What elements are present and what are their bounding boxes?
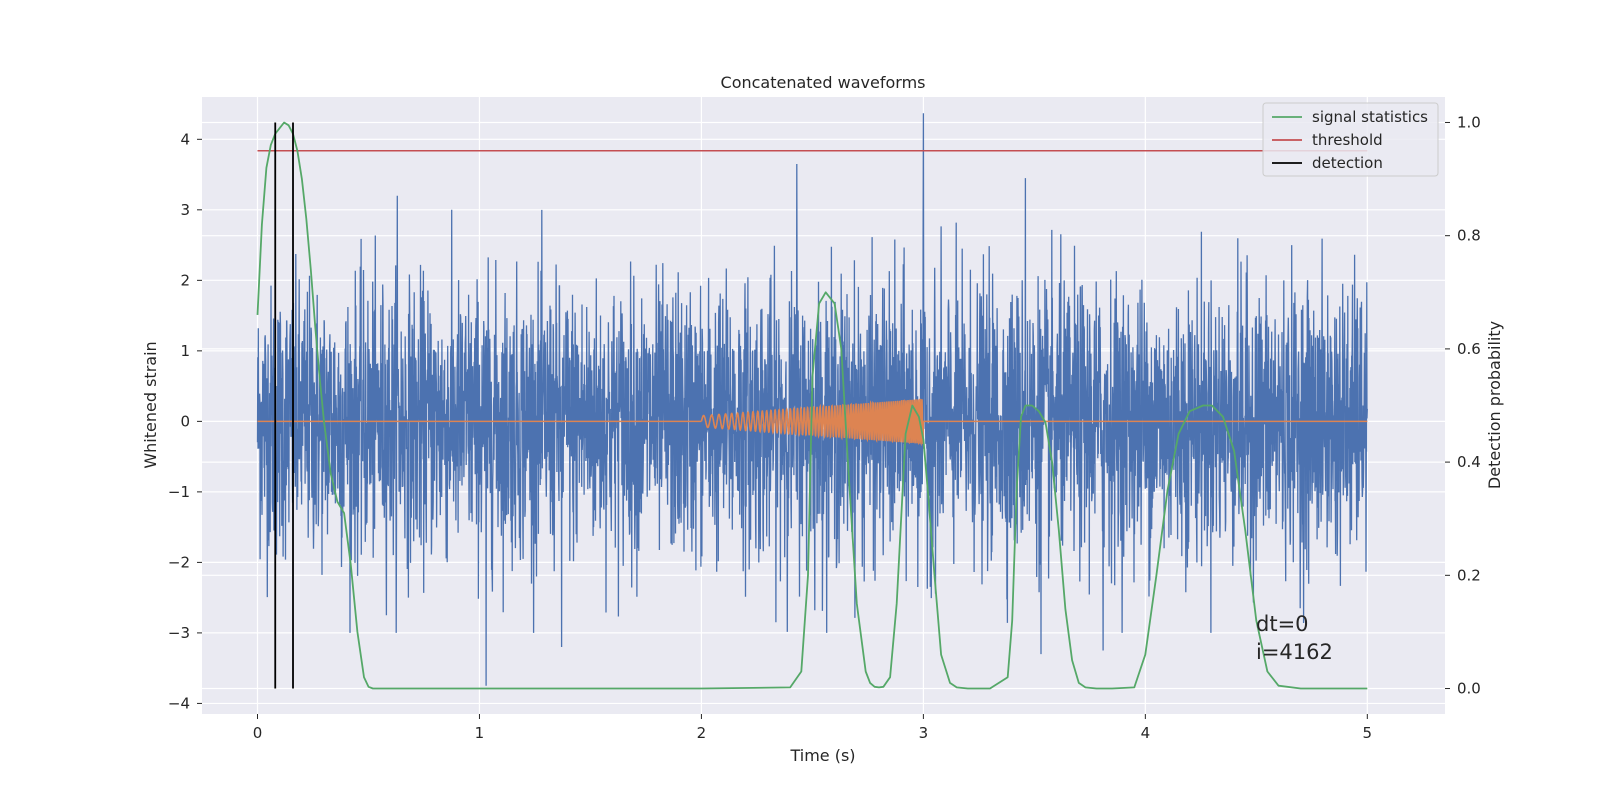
annotations: dt=0 i=4162 — [1256, 612, 1333, 664]
signal-statistics-line — [256, 121, 1368, 690]
y-tick-label: −1 — [168, 483, 190, 501]
y-tick-label: −2 — [168, 553, 190, 571]
x-tick-label: 0 — [253, 724, 263, 742]
x-tick-label: 1 — [475, 724, 485, 742]
legend: signal statistics threshold detection — [1262, 102, 1439, 177]
strain-line — [256, 113, 1368, 686]
annotation-dt: dt=0 — [1256, 612, 1309, 636]
y-right-tick-label: 0.2 — [1457, 566, 1481, 584]
x-tick-label: 2 — [697, 724, 707, 742]
y-tick-label: 1 — [180, 342, 190, 360]
x-tick-label: 5 — [1363, 724, 1373, 742]
x-tick-label: 4 — [1141, 724, 1151, 742]
data-layer — [256, 113, 1368, 690]
y-tick-label: −4 — [168, 694, 190, 712]
y-right-tick-label: 1.0 — [1457, 113, 1481, 131]
y-tick-label: 0 — [180, 412, 190, 430]
y-tick-label: 4 — [180, 130, 190, 148]
y-right-tick-label: 0.6 — [1457, 340, 1481, 358]
ticks: 0 1 2 3 4 5 −4 −3 −2 −1 0 1 2 3 4 0.0 0.2 0.4 0.6 0.8 1.0 — [168, 113, 1481, 742]
legend-label-threshold: threshold — [1312, 131, 1383, 149]
legend-box — [1262, 102, 1439, 177]
x-axis-label: Time (s) — [789, 746, 855, 765]
y-axis-label: Whitened strain — [141, 341, 160, 468]
y-right-tick-label: 0.0 — [1457, 680, 1481, 698]
annotation-index: i=4162 — [1256, 640, 1333, 664]
x-tick-label: 3 — [919, 724, 929, 742]
y-right-tick-label: 0.4 — [1457, 453, 1481, 471]
legend-label-signal-statistics: signal statistics — [1312, 108, 1428, 126]
y-tick-label: 3 — [180, 201, 190, 219]
y-axis-label-right: Detection probability — [1485, 321, 1504, 489]
y-right-tick-label: 0.8 — [1457, 227, 1481, 245]
y-tick-label: −3 — [168, 624, 190, 642]
chart-title: Concatenated waveforms — [721, 73, 926, 92]
y-tick-label: 2 — [180, 271, 190, 289]
grid — [202, 97, 1445, 714]
legend-label-detection: detection — [1312, 154, 1383, 172]
template-line — [257, 398, 1368, 447]
